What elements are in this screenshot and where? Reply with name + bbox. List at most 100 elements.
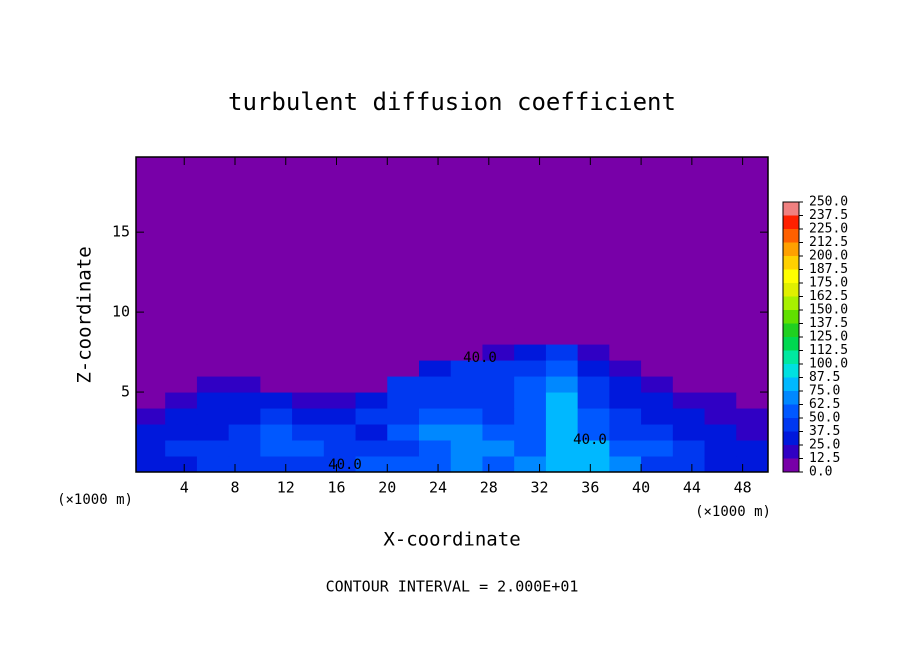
field-cell	[450, 392, 483, 409]
colorbar-swatch	[783, 337, 799, 351]
field-cell	[641, 456, 674, 473]
colorbar-tick-label: 225.0	[809, 222, 848, 237]
colorbar-tick-label: 0.0	[809, 465, 832, 480]
field-cell	[419, 392, 452, 409]
field-cell	[450, 376, 483, 393]
x-tick-label: 48	[734, 479, 752, 497]
field-cell	[704, 344, 737, 361]
field-cell	[545, 456, 579, 473]
field-cell	[514, 456, 547, 473]
field-cell	[641, 344, 674, 361]
field-cell	[228, 440, 261, 457]
field-cell	[672, 408, 706, 425]
field-cell	[672, 344, 706, 361]
field-cell	[577, 344, 610, 361]
field-cell	[323, 360, 357, 377]
field-cell	[450, 408, 483, 425]
field-cell	[450, 360, 483, 377]
field-cell	[641, 392, 674, 409]
field-cell	[228, 408, 261, 425]
field-cell	[419, 408, 452, 425]
field-cell	[419, 344, 452, 361]
field-cell	[577, 376, 610, 393]
field-cell	[482, 392, 515, 409]
colorbar-swatch	[783, 418, 799, 432]
field-cell	[514, 440, 547, 457]
field-cell	[355, 392, 388, 409]
field-cell	[136, 376, 166, 393]
field-cell	[196, 376, 230, 393]
field-cell	[641, 376, 674, 393]
field-cell	[672, 376, 706, 393]
field-cell	[228, 328, 261, 345]
field-cell	[196, 360, 230, 377]
field-cell	[672, 456, 706, 473]
field-cell	[228, 424, 261, 441]
field-cell	[514, 344, 547, 361]
field-cell	[672, 360, 706, 377]
field-cell	[136, 344, 166, 361]
x-tick-label: 44	[683, 479, 701, 497]
field-cell	[545, 328, 579, 345]
colorbar-tick-label: 50.0	[809, 411, 840, 426]
x-axis-label: X-coordinate	[383, 529, 520, 551]
colorbar-tick-label: 250.0	[809, 195, 848, 210]
field-cell	[196, 424, 230, 441]
colorbar-swatch	[783, 202, 799, 216]
x-tick-label: 28	[480, 479, 498, 497]
colorbar-tick-label: 112.5	[809, 343, 848, 358]
field-cell	[355, 344, 388, 361]
colorbar-swatch	[783, 458, 799, 472]
colorbar-tick-label: 87.5	[809, 370, 840, 385]
field-cell	[609, 360, 642, 377]
colorbar-tick-label: 62.5	[809, 397, 840, 412]
field-cell	[387, 328, 420, 345]
field-cell	[136, 440, 166, 457]
field-cell	[260, 360, 293, 377]
colorbar-swatch	[783, 269, 799, 283]
field-cell	[355, 360, 388, 377]
field-cell	[323, 456, 357, 473]
field-cell	[609, 376, 642, 393]
field-cell	[387, 392, 420, 409]
x-tick-label: 16	[327, 479, 345, 497]
footer: CONTOUR INTERVAL = 2.000E+01	[326, 578, 579, 596]
colorbar-swatch	[783, 256, 799, 270]
field-cell	[704, 360, 737, 377]
colorbar-tick-label: 162.5	[809, 289, 848, 304]
field-cell	[196, 408, 230, 425]
colorbar-tick-label: 237.5	[809, 208, 848, 223]
field-cell	[672, 392, 706, 409]
field-cell	[228, 360, 261, 377]
field-cell	[165, 360, 198, 377]
y-tick-label: 5	[121, 383, 130, 401]
chart-title: turbulent diffusion coefficient	[228, 88, 676, 116]
field-cell	[355, 440, 388, 457]
field-cell	[577, 360, 610, 377]
field-cell	[136, 392, 166, 409]
field-cell	[419, 376, 452, 393]
field-cell	[387, 456, 420, 473]
field-cell	[672, 424, 706, 441]
field-cell	[323, 424, 357, 441]
colorbar-tick-label: 12.5	[809, 451, 840, 466]
colorbar-tick-label: 200.0	[809, 249, 848, 264]
field-cell	[323, 408, 357, 425]
field-cell	[704, 440, 737, 457]
field-cell	[482, 440, 515, 457]
colorbar-swatch	[783, 445, 799, 459]
x-tick-label: 12	[277, 479, 295, 497]
field-cell	[355, 408, 388, 425]
colorbar-swatch	[783, 283, 799, 297]
field-cell	[136, 360, 166, 377]
field-cell	[323, 392, 357, 409]
colorbar-swatch	[783, 215, 799, 229]
field-cell	[641, 328, 674, 345]
field-cell	[355, 328, 388, 345]
field-cell	[260, 344, 293, 361]
field-cell	[482, 376, 515, 393]
field-cell	[736, 440, 769, 457]
colorbar-swatch	[783, 350, 799, 364]
field-cell	[387, 424, 420, 441]
